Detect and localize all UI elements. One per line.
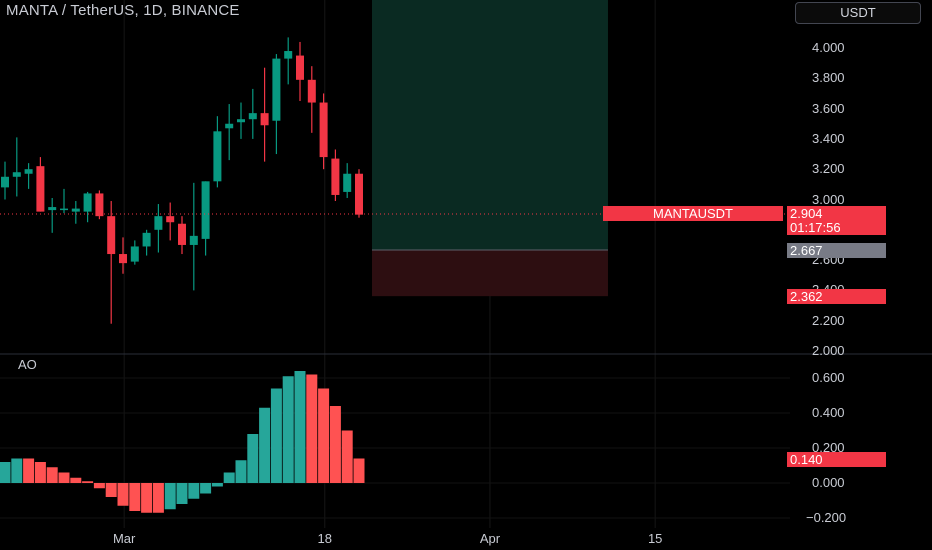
price-tick-label: 3.800 xyxy=(812,70,845,86)
ao-bar xyxy=(247,434,259,483)
ao-bar xyxy=(152,483,164,513)
ao-bar xyxy=(93,483,105,489)
ao-tick-label: 0.000 xyxy=(812,475,845,490)
price-tick-label: 3.200 xyxy=(812,161,845,177)
candle-body xyxy=(178,223,186,245)
symbol-price-label: MANTAUSDT xyxy=(603,206,783,222)
candle-body xyxy=(319,102,328,158)
price-candles[interactable] xyxy=(1,37,363,324)
candle-body xyxy=(107,216,116,255)
ao-indicator-label[interactable]: AO xyxy=(18,357,37,372)
ao-bar xyxy=(306,374,318,483)
ao-tick-label: 0.400 xyxy=(812,405,845,420)
candle-body xyxy=(201,181,210,239)
entry-price-tag: 2.667 xyxy=(787,242,886,258)
candle-body xyxy=(60,208,68,211)
candle-body xyxy=(48,207,57,211)
candle-body xyxy=(130,246,139,262)
ao-bar xyxy=(235,460,247,483)
ao-bar xyxy=(318,388,330,483)
last-price-tag: 2.904 xyxy=(787,206,886,222)
candle-body xyxy=(331,158,340,195)
price-tick-label: 3.600 xyxy=(812,100,845,116)
ao-bar xyxy=(70,477,82,483)
ao-bar xyxy=(141,483,153,513)
candle-body xyxy=(166,216,175,223)
candle-body xyxy=(225,123,234,129)
ao-tick-label: 0.200 xyxy=(812,440,845,455)
ao-bar xyxy=(34,462,46,483)
position-zones xyxy=(371,0,608,297)
candle-body xyxy=(95,193,104,217)
ao-bar xyxy=(0,462,11,483)
candle-body xyxy=(24,169,33,174)
candle-body xyxy=(284,51,293,59)
ao-bar xyxy=(294,371,306,483)
ao-bar xyxy=(270,388,282,483)
ao-bar xyxy=(23,458,35,483)
candle-body xyxy=(1,176,9,188)
candle-body xyxy=(237,119,245,123)
ao-bar xyxy=(353,458,365,483)
price-tick-label: 2.000 xyxy=(812,343,845,358)
bar-countdown-tag: 01:17:56 xyxy=(787,220,886,236)
candle-body xyxy=(355,173,363,215)
ao-bar xyxy=(117,483,129,506)
ao-bar xyxy=(200,483,212,494)
ao-bar xyxy=(329,406,341,483)
candle-body xyxy=(189,235,198,245)
stop-price-tag: 2.362 xyxy=(787,289,886,305)
ao-bar xyxy=(211,483,223,487)
price-tick-label: 2.200 xyxy=(812,312,845,328)
ao-bar xyxy=(46,467,58,483)
ao-bar xyxy=(129,483,141,511)
ao-histogram[interactable] xyxy=(0,371,365,513)
ao-bar xyxy=(11,458,23,483)
loss-zone xyxy=(371,249,608,297)
ao-bar xyxy=(164,483,176,510)
ao-value-tag: 0.140 xyxy=(787,451,886,467)
currency-button[interactable]: USDT xyxy=(795,2,921,24)
price-tick-label: 3.400 xyxy=(812,130,845,146)
candle-body xyxy=(12,172,21,177)
ao-bar xyxy=(105,483,117,497)
candle-body xyxy=(343,173,352,192)
time-tick-label: 18 xyxy=(317,531,332,546)
time-tick-label: 15 xyxy=(647,531,663,546)
ao-tick-label: 0.600 xyxy=(812,370,845,385)
ao-bar xyxy=(188,483,200,499)
time-tick-label: Apr xyxy=(479,531,501,546)
time-tick-label: Mar xyxy=(112,531,136,546)
ao-tick-label: −0.200 xyxy=(806,510,847,525)
ao-bar xyxy=(58,472,70,483)
candle-body xyxy=(248,113,257,120)
ao-bar xyxy=(341,430,353,483)
candle-body xyxy=(71,208,80,212)
candle-body xyxy=(142,232,151,247)
price-tick-label: 4.000 xyxy=(812,40,845,55)
ao-bar xyxy=(223,472,235,483)
candle-body xyxy=(36,166,45,212)
candle-body xyxy=(154,216,163,230)
ao-bar xyxy=(282,376,294,483)
candle-body xyxy=(83,193,92,212)
ao-bar xyxy=(176,483,188,504)
candle-body xyxy=(307,79,316,103)
candle-body xyxy=(213,131,222,182)
candle-body xyxy=(272,58,281,121)
ao-bar xyxy=(259,407,271,483)
candle-body xyxy=(119,254,127,264)
price-tick-label: 3.000 xyxy=(812,191,845,207)
profit-zone xyxy=(371,0,608,250)
chart-title: MANTA / TetherUS, 1D, BINANCE xyxy=(6,2,240,19)
candle-body xyxy=(296,55,304,80)
candle-body xyxy=(260,113,269,126)
ao-bar xyxy=(82,481,94,483)
